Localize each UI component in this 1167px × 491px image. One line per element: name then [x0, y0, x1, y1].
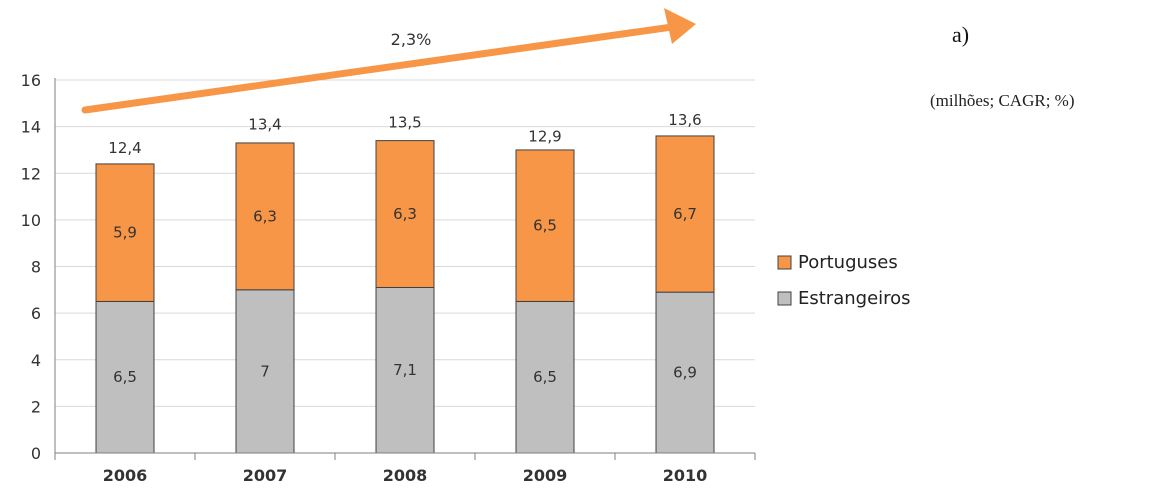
- cagr-arrow-head: [664, 8, 696, 44]
- y-tick-label-12: 12: [21, 164, 41, 183]
- total-label-2006: 12,4: [108, 139, 141, 157]
- legend-swatch-portuguses: [777, 255, 792, 270]
- data-label-estrangeiros-2007: 7: [260, 362, 270, 380]
- x-tick-label-2006: 2006: [103, 466, 148, 485]
- x-tick-label-2008: 2008: [383, 466, 428, 485]
- data-label-portuguses-2010: 6,7: [673, 205, 697, 223]
- bar-portuguses-2006: [95, 163, 155, 302]
- y-tick-label-2: 2: [31, 397, 41, 416]
- data-label-portuguses-2007: 6,3: [253, 207, 277, 225]
- y-tick-label-14: 14: [21, 118, 41, 137]
- legend-swatch-estrangeiros: [777, 291, 792, 306]
- cagr-annotation: 2,3%: [81, 8, 696, 114]
- legend-label-estrangeiros: Estrangeiros: [798, 288, 911, 309]
- x-tick-label-2009: 2009: [523, 466, 568, 485]
- data-label-portuguses-2006: 5,9: [113, 224, 137, 242]
- total-label-2010: 13,6: [668, 111, 701, 129]
- cagr-label: 2,3%: [391, 30, 432, 49]
- data-label-portuguses-2009: 6,5: [533, 217, 557, 235]
- x-axis: 2006 2007 2008 2009 2010: [54, 452, 756, 485]
- y-tick-label-6: 6: [31, 304, 41, 323]
- bar-portuguses-2007: [235, 142, 295, 291]
- bar-portuguses-2008: [375, 140, 435, 288]
- y-tick-label-10: 10: [21, 211, 41, 230]
- panel-label: a): [952, 22, 969, 47]
- data-label-estrangeiros-2009: 6,5: [533, 368, 557, 386]
- y-axis: 0 2 4 6 8 10 12 14 16: [21, 71, 56, 463]
- legend-label-portuguses: Portuguses: [798, 252, 898, 273]
- bars: 6,5 5,9 12,4 7 6,3 13,4 7,1 6,3 13,5 6,5 6,5 12,9 6,…: [95, 111, 715, 454]
- cagr-arrow-shaft: [81, 23, 676, 114]
- bar-estrangeiros-2006: [95, 300, 155, 454]
- data-label-portuguses-2008: 6,3: [393, 205, 417, 223]
- y-tick-label-0: 0: [31, 444, 41, 463]
- total-label-2009: 12,9: [528, 127, 561, 145]
- legend: Portuguses Estrangeiros: [777, 252, 911, 309]
- y-tick-label-16: 16: [21, 71, 41, 90]
- data-label-estrangeiros-2010: 6,9: [673, 364, 697, 382]
- x-tick-label-2010: 2010: [663, 466, 708, 485]
- bar-portuguses-2010: [655, 135, 715, 293]
- data-label-estrangeiros-2008: 7,1: [393, 361, 417, 379]
- data-label-estrangeiros-2006: 6,5: [113, 368, 137, 386]
- bar-portuguses-2009: [515, 149, 575, 302]
- y-tick-label-4: 4: [31, 351, 41, 370]
- total-label-2007: 13,4: [248, 116, 281, 134]
- y-tick-label-8: 8: [31, 258, 41, 277]
- total-label-2008: 13,5: [388, 113, 421, 131]
- bar-estrangeiros-2010: [655, 291, 715, 454]
- x-tick-label-2007: 2007: [243, 466, 288, 485]
- units-note: (milhões; CAGR; %): [930, 91, 1075, 110]
